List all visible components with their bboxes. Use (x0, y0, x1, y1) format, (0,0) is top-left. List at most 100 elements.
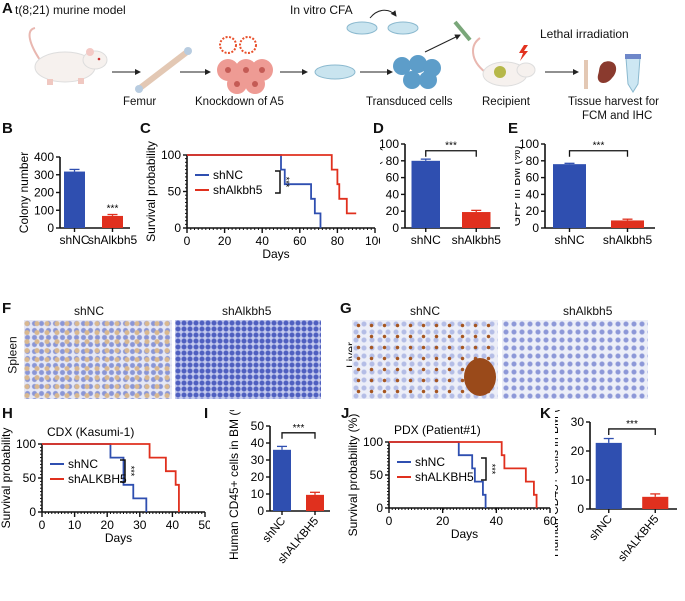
y-tick-label: 100 (380, 137, 399, 151)
legend-label: shNC (213, 168, 243, 182)
x-tick-label: shNC (261, 515, 289, 545)
legend-label: shALKBH5 (68, 472, 127, 486)
significance-bracket (120, 459, 126, 483)
x-axis-label: Days (262, 247, 289, 261)
y-axis-label: Survival probability (144, 141, 158, 242)
syringe-icon (453, 20, 472, 42)
liver-shnc-image (352, 320, 498, 399)
schematic-title: t(8;21) murine model (15, 3, 126, 17)
step-harvest-label-2: FCM and IHC (582, 110, 653, 122)
y-axis-label: GFP in BM (%) (515, 146, 523, 226)
y-tick-label: 20 (386, 204, 400, 218)
y-tick-label: 0 (257, 504, 264, 518)
series-shNC (42, 443, 148, 512)
x-tick-label: 50 (198, 518, 210, 532)
y-tick-label: 100 (161, 148, 181, 162)
y-tick-label: 40 (251, 436, 265, 450)
y-tick-label: 20 (526, 204, 540, 218)
bar-shAlkbh5 (611, 220, 644, 228)
x-tick-label: 0 (39, 518, 46, 532)
step-recipient-label: Recipient (482, 96, 530, 108)
x-tick-label: shNC (411, 233, 441, 247)
y-tick-label: 0 (174, 221, 181, 235)
y-tick-label: 10 (251, 487, 265, 501)
y-tick-label: 0 (532, 221, 539, 235)
y-tick-label: 10 (571, 473, 585, 487)
y-tick-label: 0 (29, 505, 36, 519)
histology-f-col-kd: shAlkbh5 (222, 304, 272, 318)
significance-label: *** (107, 204, 119, 215)
significance-bracket (425, 150, 477, 157)
panel-letter-k: K (540, 405, 551, 422)
panel-letter-b: B (2, 120, 13, 137)
lethal-irradiation-label: Lethal irradiation (540, 27, 629, 41)
series-shNC (187, 154, 322, 228)
x-tick-label: 60 (543, 514, 557, 528)
significance-label: *** (593, 141, 605, 152)
series-shNC (389, 441, 487, 508)
x-axis-label: Days (105, 531, 132, 545)
x-tick-label: 20 (101, 518, 115, 532)
y-tick-label: 50 (23, 471, 37, 485)
bar-shAlkbh5 (102, 215, 123, 228)
y-axis-label: Human CD45+ cells in BM (%) (555, 410, 561, 557)
x-tick-label: 20 (218, 234, 232, 248)
significance-bracket (281, 432, 316, 439)
legend-label: shAlkbh5 (213, 183, 263, 197)
significance-label: *** (281, 177, 291, 188)
y-tick-label: 0 (392, 221, 399, 235)
legend-label: shNC (68, 457, 98, 471)
x-tick-label: 100 (365, 234, 380, 248)
panel-letter-d: D (373, 120, 384, 137)
panel-letter-e: E (508, 120, 519, 137)
series-shALKBH5 (42, 443, 180, 512)
schematic-illustration (28, 9, 641, 94)
histology-g-col-kd: shAlkbh5 (563, 304, 613, 318)
panel-letter-j: J (341, 405, 350, 422)
y-tick-label: 80 (386, 154, 400, 168)
x-tick-label: 40 (166, 518, 180, 532)
y-tick-label: 200 (34, 186, 54, 200)
step-femur-label: Femur (123, 96, 157, 108)
y-tick-label: 60 (526, 171, 540, 185)
panel-letter-c: C (140, 120, 151, 137)
y-tick-label: 50 (370, 468, 384, 482)
chart-title: CDX (Kasumi-1) (47, 425, 134, 439)
petri-dish-icon (314, 9, 419, 80)
panel-letter-g: G (340, 300, 352, 317)
y-tick-label: 30 (251, 453, 265, 467)
y-tick-label: 60 (386, 171, 400, 185)
y-axis-label: Colony number (17, 152, 31, 233)
x-tick-label: shNC (587, 513, 615, 543)
bar-shNC (595, 442, 622, 509)
x-tick-label: shAlkbh5 (88, 233, 138, 247)
significance-label: *** (445, 141, 457, 152)
step-knockdown-label: Knockdown of A5 (195, 96, 284, 108)
significance-label: *** (487, 464, 497, 475)
y-axis-label: Survival probability (0, 428, 13, 529)
histology-g-col-shnc: shNC (410, 304, 441, 318)
step-transduced-label: Transduced cells (366, 96, 453, 108)
y-tick-label: 100 (16, 437, 36, 451)
y-tick-label: 400 (34, 150, 54, 164)
in-vitro-label: In vitro CFA (290, 3, 353, 17)
transduced-cells-icon (393, 55, 441, 89)
y-axis-label: GFP in PB (%) (380, 147, 383, 225)
step-harvest-label: Tissue harvest for (568, 96, 659, 108)
femur-icon (135, 47, 192, 93)
x-tick-label: 10 (68, 518, 82, 532)
y-tick-label: 40 (386, 187, 400, 201)
significance-bracket (275, 170, 281, 194)
bar-shALKBH5 (306, 494, 324, 511)
x-tick-label: 60 (293, 234, 307, 248)
significance-label: *** (626, 419, 638, 430)
x-tick-label: shNC (59, 233, 89, 247)
x-axis-label: Days (451, 527, 478, 541)
lightning-icon (519, 45, 528, 61)
x-tick-label: shAlkbh5 (452, 233, 502, 247)
bar-shNC (64, 171, 85, 228)
significance-label: *** (126, 466, 136, 477)
